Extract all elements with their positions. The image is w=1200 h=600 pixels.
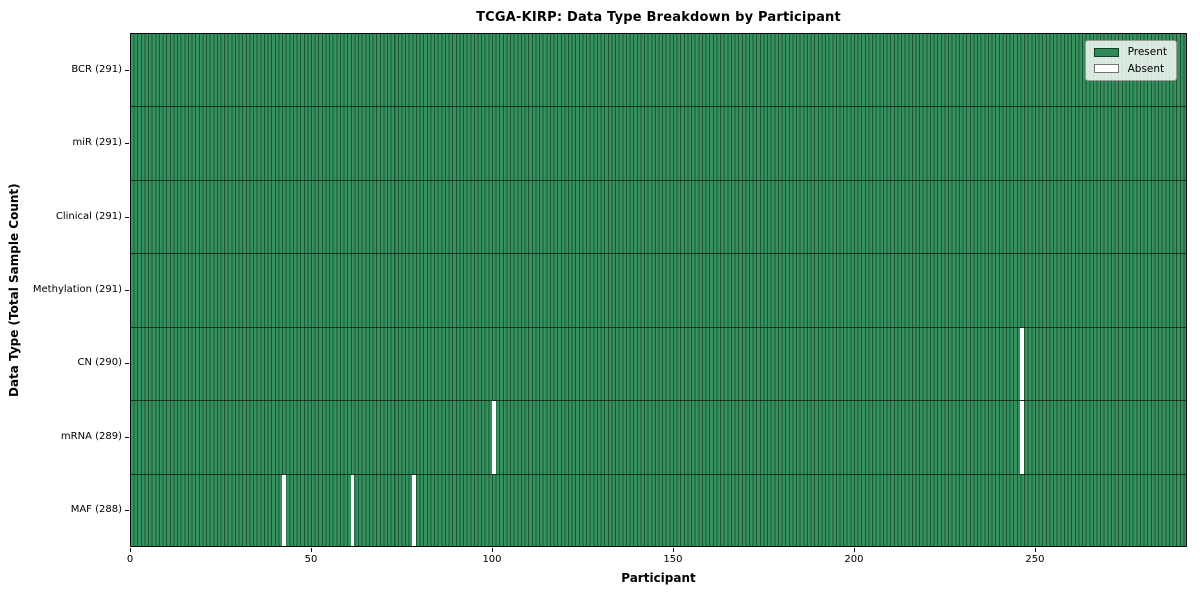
xtick-label-250: 250 (1025, 554, 1045, 565)
xtick-label-50: 50 (304, 554, 318, 565)
row-separator (130, 179, 1187, 181)
absent-mark-mrna-100 (491, 401, 496, 474)
absent-mark-maf-42 (282, 474, 286, 547)
ytick-label-mir: miR (291) (72, 137, 122, 149)
legend: Present Absent (1084, 40, 1177, 81)
x-axis-label: Participant (621, 571, 696, 585)
xtick-label-150: 150 (663, 554, 683, 565)
absent-mark-cn-246 (1020, 327, 1025, 401)
row-separator (130, 253, 1187, 255)
row-bcr (130, 33, 1187, 106)
row-maf (130, 474, 1187, 547)
legend-label-present: Present (1127, 46, 1167, 58)
row-separator (130, 106, 1187, 108)
ytick-label-cn: CN (290) (77, 357, 122, 369)
xtick-label-100: 100 (482, 554, 502, 565)
absent-mark-mrna-246 (1020, 401, 1025, 474)
row-mrna (130, 400, 1187, 473)
legend-swatch-absent-icon (1093, 64, 1119, 74)
xtick-mark (672, 548, 674, 552)
row-separator (130, 473, 1187, 475)
ytick-mark (125, 510, 129, 512)
row-methylation (130, 253, 1187, 326)
ytick-label-clinical: Clinical (291) (55, 210, 122, 222)
row-clinical (130, 180, 1187, 253)
row-separator (130, 326, 1187, 328)
xtick-mark (491, 548, 493, 552)
row-separator (130, 400, 1187, 402)
row-mir (130, 106, 1187, 179)
ytick-label-bcr: BCR (291) (71, 63, 122, 75)
plot-area: Present Absent (130, 33, 1187, 547)
absent-mark-maf-61 (350, 474, 355, 547)
xtick-label-0: 0 (126, 554, 134, 565)
legend-item-absent: Absent (1093, 62, 1167, 75)
legend-item-present: Present (1093, 46, 1167, 58)
absent-mark-maf-78 (412, 474, 416, 547)
ytick-mark (125, 436, 129, 438)
chart-title: TCGA-KIRP: Data Type Breakdown by Partic… (476, 10, 841, 25)
xtick-mark (1034, 548, 1036, 552)
ytick-label-maf: MAF (288) (70, 504, 122, 516)
ytick-label-mrna: mRNA (289) (60, 430, 122, 442)
ytick-mark (125, 290, 129, 291)
xtick-mark (310, 548, 312, 552)
legend-swatch-present-icon (1093, 47, 1119, 57)
ytick-mark (125, 216, 129, 218)
row-cn (130, 327, 1187, 400)
ytick-mark (125, 69, 129, 71)
ytick-mark (125, 363, 129, 365)
ytick-mark (125, 143, 129, 145)
xtick-label-200: 200 (844, 554, 864, 565)
legend-label-absent: Absent (1127, 62, 1165, 75)
xtick-mark (130, 548, 131, 552)
xtick-mark (853, 548, 855, 552)
ytick-label-methylation: Methylation (291) (32, 284, 122, 295)
